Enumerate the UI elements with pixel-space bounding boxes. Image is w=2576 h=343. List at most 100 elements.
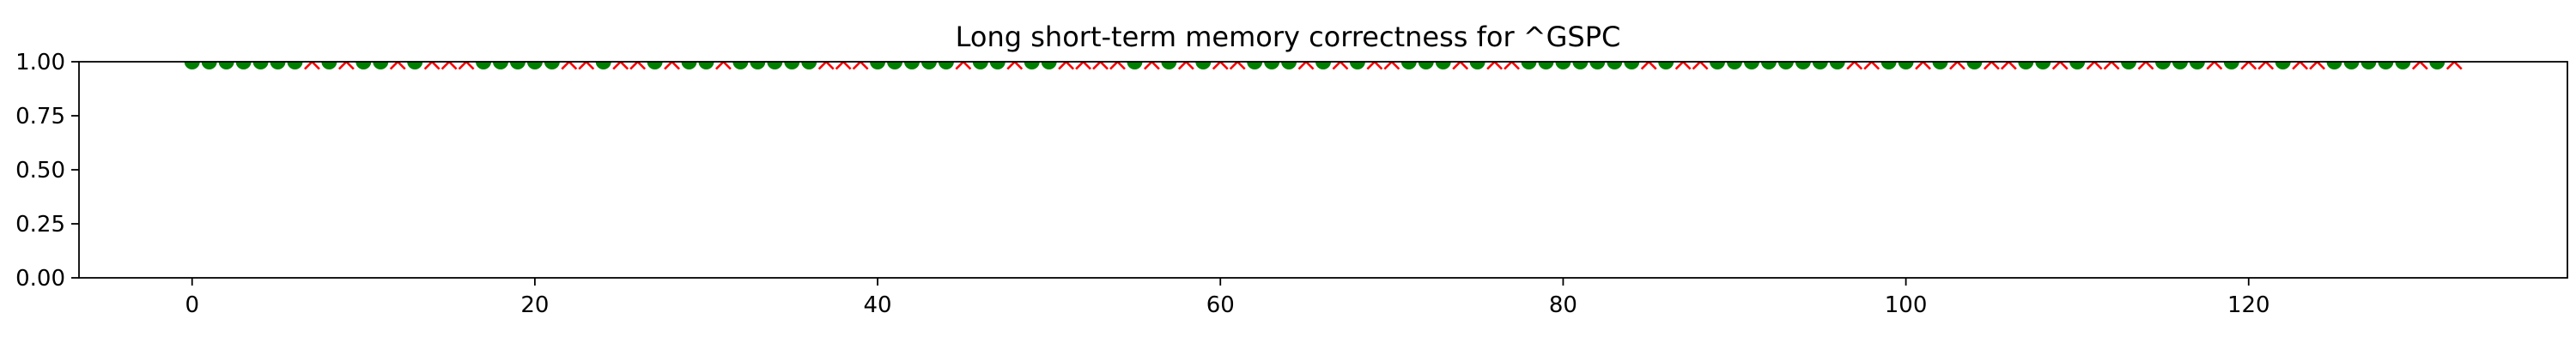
correct-point [1658, 62, 1674, 69]
y-tick-label: 0.00 [15, 266, 65, 292]
axes: 0 20 40 60 80 100 120 0.00 0.25 0.50 0.75 1.00 [15, 50, 2568, 318]
correct-point [1966, 62, 1983, 69]
incorrect-point [2292, 62, 2309, 70]
incorrect-point [715, 62, 732, 70]
correct-point [1538, 62, 1554, 69]
correct-point [989, 62, 1005, 69]
correct-point [1041, 62, 1057, 69]
correct-point [2035, 62, 2051, 69]
correct-point [1264, 62, 1280, 69]
correct-point [972, 62, 988, 69]
correct-point [1572, 62, 1589, 69]
incorrect-point [1949, 62, 1965, 70]
incorrect-point [2206, 62, 2223, 70]
correct-point [492, 62, 508, 69]
correct-point [1247, 62, 1263, 69]
correct-point [903, 62, 920, 69]
incorrect-point [1212, 62, 1229, 70]
y-tick-label: 0.50 [15, 158, 65, 184]
incorrect-point [2411, 62, 2428, 70]
incorrect-point [664, 62, 680, 70]
incorrect-point [1504, 62, 1520, 70]
correct-point [1932, 62, 1948, 69]
correct-point [1418, 62, 1434, 69]
incorrect-point [612, 62, 629, 70]
incorrect-point [2103, 62, 2120, 70]
correct-point [1435, 62, 1451, 69]
correct-point [1521, 62, 1537, 69]
correct-point [1812, 62, 1828, 69]
correct-point [1195, 62, 1212, 69]
incorrect-point [1486, 62, 1504, 70]
correct-point [1315, 62, 1331, 69]
correct-point [2395, 62, 2411, 69]
incorrect-point [1452, 62, 1469, 70]
incorrect-point [955, 62, 972, 70]
plot-area [184, 62, 2463, 70]
incorrect-point [1366, 62, 1383, 70]
incorrect-point [304, 62, 320, 70]
correct-point [870, 62, 886, 69]
correct-point [2343, 62, 2360, 69]
correct-point [647, 62, 663, 69]
correct-point [595, 62, 611, 69]
correct-point [1555, 62, 1571, 69]
incorrect-point [2257, 62, 2275, 70]
incorrect-point [2086, 62, 2103, 70]
correct-point [1880, 62, 1897, 69]
correct-point [218, 62, 234, 69]
incorrect-point [2137, 62, 2154, 70]
correct-point [1727, 62, 1743, 69]
correct-point [2275, 62, 2291, 69]
incorrect-point [2000, 62, 2017, 70]
chart-title: Long short-term memory correctness for ^… [956, 21, 1621, 53]
correct-point [1743, 62, 1759, 69]
incorrect-point [1109, 62, 1126, 70]
correct-point [2378, 62, 2394, 69]
correct-point [801, 62, 817, 69]
correct-point [1624, 62, 1640, 69]
correct-point [2121, 62, 2137, 69]
incorrect-point [1092, 62, 1109, 70]
correct-point [784, 62, 800, 69]
incorrect-point [458, 62, 475, 70]
correct-point [235, 62, 252, 69]
x-tick-label: 80 [1549, 292, 1577, 318]
correct-point [938, 62, 954, 69]
correct-point [2360, 62, 2377, 69]
incorrect-point [1692, 62, 1709, 70]
incorrect-point [1297, 62, 1315, 70]
incorrect-point [1058, 62, 1075, 70]
incorrect-point [1006, 62, 1024, 70]
correct-point [201, 62, 217, 69]
correct-point [2069, 62, 2086, 69]
correct-point [681, 62, 697, 69]
correct-point [1589, 62, 1606, 69]
incorrect-point [629, 62, 647, 70]
correct-point [2429, 62, 2445, 69]
correct-point [252, 62, 269, 69]
correct-point [1400, 62, 1417, 69]
correct-point [287, 62, 303, 69]
x-tick-label: 0 [185, 292, 199, 318]
correct-point [1281, 62, 1297, 69]
y-tick-label: 0.75 [15, 104, 65, 129]
correct-point [920, 62, 937, 69]
correct-point [1898, 62, 1914, 69]
incorrect-point [1229, 62, 1246, 70]
correct-point [2223, 62, 2239, 69]
incorrect-point [817, 62, 835, 70]
correct-point [2018, 62, 2034, 69]
correct-point [1349, 62, 1365, 69]
incorrect-point [2309, 62, 2326, 70]
correct-point [1760, 62, 1777, 69]
correct-point [321, 62, 337, 69]
incorrect-point [389, 62, 406, 70]
incorrect-point [1075, 62, 1091, 70]
incorrect-point [561, 62, 578, 70]
incorrect-point [1640, 62, 1657, 70]
incorrect-point [2051, 62, 2069, 70]
incorrect-point [1915, 62, 1931, 70]
correct-point [1777, 62, 1794, 69]
